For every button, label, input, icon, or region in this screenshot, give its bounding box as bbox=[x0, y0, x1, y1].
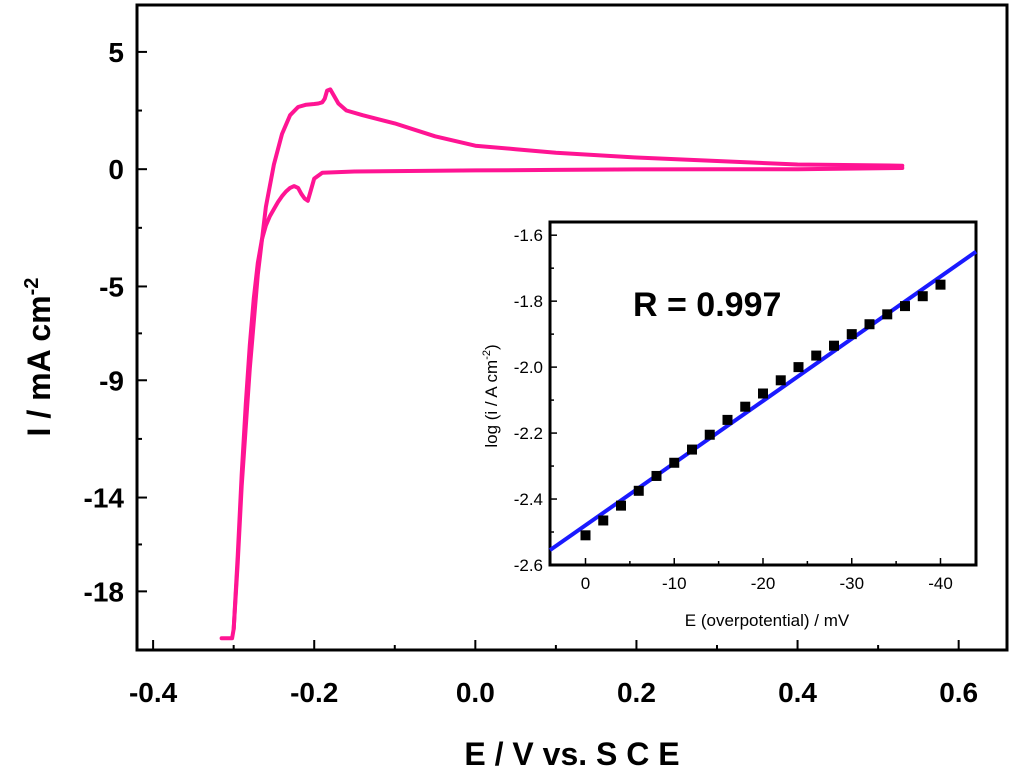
tafel-data-point bbox=[882, 309, 893, 320]
tafel-data-point bbox=[580, 530, 591, 541]
main-y-tick-label: 5 bbox=[108, 37, 124, 68]
main-y-axis-title-exponent: -2 bbox=[21, 278, 43, 296]
tafel-data-point bbox=[651, 470, 662, 481]
inset-x-tick-label: -20 bbox=[751, 574, 776, 593]
main-x-tick-label: -0.2 bbox=[290, 677, 338, 708]
main-plot: -0.4 -0.2 0.0 0.2 0.4 0.6 5 0 -5 -9 -14 -18 E / V v… bbox=[21, 3, 1009, 770]
tafel-data-point bbox=[935, 279, 946, 290]
inset-y-tick-label: -2.4 bbox=[514, 490, 543, 509]
inset-y-axis-title: log (i / A cm-2) bbox=[481, 344, 501, 447]
inset-y-tick-label: -2.0 bbox=[514, 358, 543, 377]
main-y-tick-label: 0 bbox=[108, 154, 124, 185]
main-x-tick-label: -0.4 bbox=[129, 677, 178, 708]
main-x-tick-label: 0.6 bbox=[939, 677, 978, 708]
main-axis-ticks: -0.4 -0.2 0.0 0.2 0.4 0.6 5 0 -5 -9 -14 -18 bbox=[84, 37, 979, 708]
tafel-data-point bbox=[633, 485, 644, 496]
tafel-data-point bbox=[846, 329, 857, 340]
inset-y-axis-title-exponent: -2 bbox=[481, 350, 493, 360]
inset-x-tick-label: -30 bbox=[839, 574, 864, 593]
main-plot-frame bbox=[135, 3, 1009, 652]
main-y-tick-label: -14 bbox=[84, 483, 125, 514]
r-value-annotation: R = 0.997 bbox=[633, 286, 781, 324]
inset-y-tick-label: -1.6 bbox=[514, 226, 543, 245]
main-y-tick-label: -9 bbox=[99, 365, 124, 396]
tafel-data-point bbox=[687, 444, 697, 455]
main-y-axis-title: I / mA cm-2 bbox=[21, 278, 57, 437]
main-x-tick-label: 0.4 bbox=[778, 677, 817, 708]
inset-x-axis-title: E (overpotential) / mV bbox=[685, 611, 850, 630]
main-y-axis-title-text: I / mA cm bbox=[21, 295, 57, 436]
inset-axis-ticks: 0 -10 -20 -30 -40 -1.6 -1.8 -2.0 -2.2 -2.4 -2.6 bbox=[514, 226, 953, 593]
tafel-data-point bbox=[829, 340, 839, 351]
main-y-tick-label: -5 bbox=[99, 271, 124, 302]
cv-series-line bbox=[231, 87, 905, 631]
tafel-data-point bbox=[775, 375, 786, 386]
tafel-data-point bbox=[793, 362, 804, 373]
tafel-data-point bbox=[669, 457, 680, 468]
inset-x-tick-label: 0 bbox=[581, 574, 590, 593]
tafel-data-point bbox=[917, 291, 928, 302]
inset-y-tick-label: -1.8 bbox=[514, 292, 543, 311]
tafel-data-point bbox=[722, 414, 733, 425]
tafel-data-point bbox=[704, 429, 715, 440]
main-y-tick-label: -18 bbox=[84, 576, 124, 607]
inset-y-axis-title-close: ) bbox=[482, 344, 501, 350]
inset-y-tick-label: -2.6 bbox=[514, 556, 543, 575]
tafel-data-point bbox=[598, 515, 609, 526]
inset-y-axis-title-text: log (i / A cm bbox=[482, 360, 501, 448]
tafel-data-point bbox=[900, 301, 910, 312]
main-series-group bbox=[219, 87, 905, 641]
inset-plot: 0 -10 -20 -30 -40 -1.6 -1.8 -2.0 -2.2 -2.4 -2.6 R … bbox=[481, 220, 978, 630]
main-x-axis-title: E / V vs. S C E bbox=[464, 736, 679, 770]
main-x-tick-label: 0.0 bbox=[456, 677, 495, 708]
tafel-data-point bbox=[616, 500, 626, 511]
main-x-tick-label: 0.2 bbox=[617, 677, 656, 708]
tafel-data-point bbox=[740, 401, 751, 412]
tafel-data-point bbox=[864, 319, 875, 330]
inset-series-group bbox=[548, 250, 978, 552]
tafel-data-point bbox=[811, 350, 822, 361]
inset-x-tick-label: -10 bbox=[662, 574, 687, 593]
inset-x-tick-label: -40 bbox=[928, 574, 953, 593]
tafel-data-point bbox=[758, 388, 768, 399]
inset-y-tick-label: -2.2 bbox=[514, 424, 543, 443]
